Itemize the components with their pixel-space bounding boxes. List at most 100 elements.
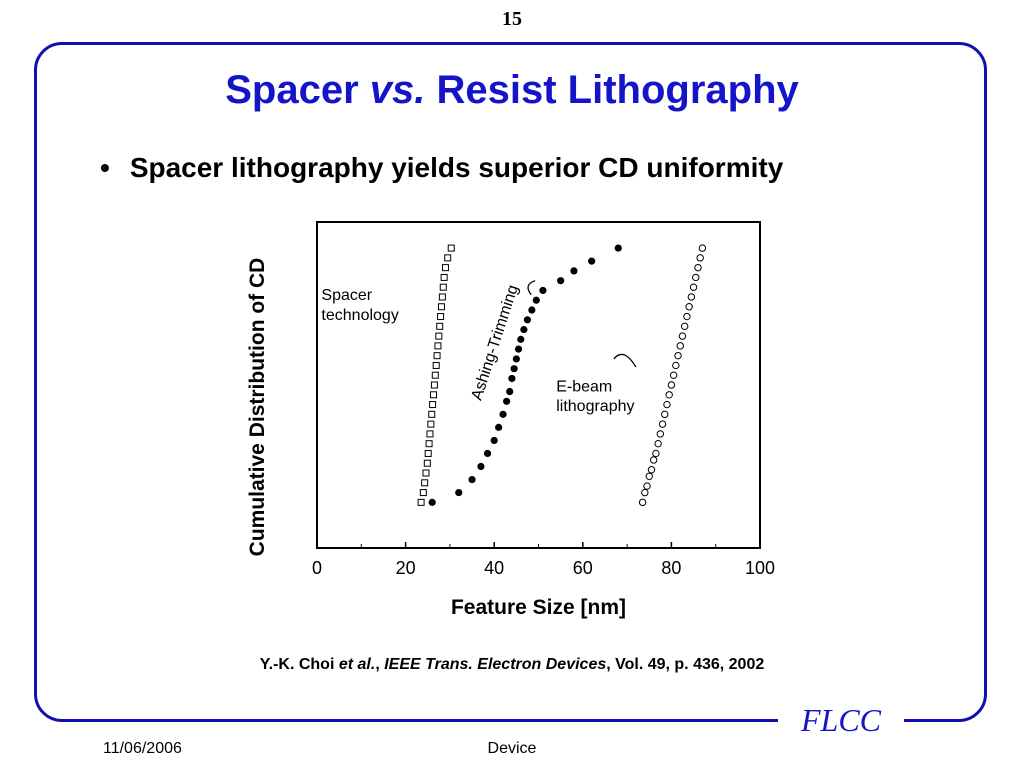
data-point-ashing-trimming	[523, 316, 532, 324]
slide-title: Spacer vs. Resist Lithography	[0, 68, 1024, 113]
chart-annotation: E-beam	[556, 379, 612, 396]
data-point-ashing-trimming	[510, 365, 518, 373]
data-point-spacer	[425, 440, 433, 448]
data-point-ashing-trimming	[539, 286, 547, 295]
data-point-ebeam	[672, 361, 680, 370]
y-axis-label: Cumulative Distribution of CD	[246, 258, 269, 557]
data-point-ebeam	[645, 472, 653, 480]
data-point-ebeam	[680, 322, 689, 331]
data-point-ashing-trimming	[499, 410, 507, 418]
data-point-ashing-trimming	[512, 355, 520, 363]
data-point-spacer	[433, 352, 441, 360]
data-point-ebeam	[658, 420, 667, 428]
citation-sep: ,	[375, 656, 385, 673]
arrow-ebeam	[613, 353, 637, 368]
data-point-ebeam	[683, 312, 691, 321]
citation-journal: IEEE Trans. Electron Devices	[384, 656, 607, 673]
data-point-spacer	[430, 391, 438, 399]
data-point-ebeam	[641, 488, 649, 497]
data-point-spacer	[423, 459, 431, 467]
plot-frame	[316, 221, 761, 549]
data-point-spacer	[421, 479, 429, 487]
data-point-ebeam	[685, 303, 693, 311]
chart-annotation: Ashing-Trimming	[469, 283, 522, 403]
page-number: 15	[502, 8, 522, 30]
data-point-ebeam	[643, 482, 651, 490]
x-axis-label: Feature Size [nm]	[451, 596, 626, 619]
data-point-spacer	[428, 410, 436, 418]
footer-date: 11/06/2006	[103, 740, 182, 757]
logo-gap	[778, 704, 904, 742]
data-point-spacer	[434, 342, 442, 350]
data-point-ashing-trimming	[520, 325, 528, 334]
data-point-ashing-trimming	[557, 277, 565, 285]
data-point-ebeam	[687, 293, 696, 301]
bullet-marker: •	[100, 152, 110, 183]
data-point-ebeam	[698, 244, 707, 252]
title-vs: vs.	[369, 68, 426, 112]
slide-frame	[34, 42, 987, 722]
data-point-ashing-trimming	[588, 257, 596, 265]
footer-center: Device	[487, 740, 537, 757]
data-point-spacer	[438, 293, 446, 301]
citation-authors: Y.-K. Choi	[259, 656, 339, 673]
title-part-1: Spacer	[225, 68, 370, 112]
bullet-text: Spacer lithography yields superior CD un…	[129, 152, 784, 183]
data-point-ebeam	[667, 381, 676, 389]
data-point-spacer	[437, 313, 445, 321]
data-point-ebeam	[654, 439, 662, 448]
data-point-ebeam	[676, 342, 684, 350]
data-point-ashing-trimming	[506, 387, 514, 396]
data-point-ashing-trimming	[508, 374, 516, 383]
data-point-spacer	[417, 498, 425, 506]
data-point-ashing-trimming	[468, 475, 476, 484]
data-point-spacer	[435, 332, 443, 340]
data-point-ebeam	[694, 263, 702, 272]
data-point-ashing-trimming	[477, 462, 485, 471]
data-point-spacer	[447, 244, 455, 252]
data-point-spacer	[419, 489, 427, 497]
data-point-ebeam	[689, 283, 698, 291]
data-point-ashing-trimming	[455, 488, 463, 497]
data-point-ashing-trimming	[514, 345, 523, 353]
data-point-ebeam	[661, 410, 669, 419]
data-point-ebeam	[669, 371, 678, 379]
x-tick-label: 60	[573, 558, 593, 578]
data-point-ashing-trimming	[490, 436, 498, 445]
data-point-ebeam	[692, 273, 700, 282]
bullet-item: • Spacer lithography yields superior CD …	[100, 152, 980, 184]
data-point-spacer	[439, 283, 447, 291]
flcc-logo: FLCC	[800, 702, 882, 738]
data-point-spacer	[444, 254, 452, 262]
data-point-ebeam	[638, 498, 647, 507]
data-point-ashing-trimming	[570, 267, 578, 275]
data-point-spacer	[430, 381, 438, 389]
data-point-spacer	[432, 361, 440, 369]
data-point-ashing-trimming	[517, 335, 525, 343]
data-point-spacer	[440, 273, 448, 281]
data-point-ebeam	[652, 449, 660, 458]
data-point-ashing-trimming	[483, 449, 492, 458]
data-point-spacer	[427, 420, 435, 428]
data-point-ashing-trimming	[503, 397, 511, 405]
data-point-spacer	[426, 430, 434, 438]
chart-annotation: lithography	[556, 398, 634, 415]
x-tick-label: 0	[312, 558, 322, 578]
x-tick-label: 80	[661, 558, 681, 578]
arrow-ashing	[527, 280, 536, 296]
cd-distribution-chart: 0 20 40 60 80 100 Feature Size [nm] Cumulative …	[246, 221, 775, 619]
x-tick-label: 100	[745, 558, 775, 578]
data-point-ebeam	[649, 456, 658, 464]
x-tick-label: 20	[396, 558, 416, 578]
citation-etal: et al.	[338, 656, 376, 673]
citation: Y.-K. Choi et al., IEEE Trans. Electron …	[0, 656, 1024, 674]
x-tick-label: 40	[484, 558, 504, 578]
data-point-spacer	[429, 401, 437, 409]
data-point-ashing-trimming	[428, 498, 436, 506]
data-point-ashing-trimming	[495, 423, 503, 431]
title-part-3: Resist Lithography	[425, 68, 799, 112]
data-point-spacer	[424, 449, 432, 457]
data-point-ebeam	[665, 391, 673, 399]
data-point-ashing-trimming	[528, 306, 536, 314]
data-point-spacer	[441, 264, 449, 272]
